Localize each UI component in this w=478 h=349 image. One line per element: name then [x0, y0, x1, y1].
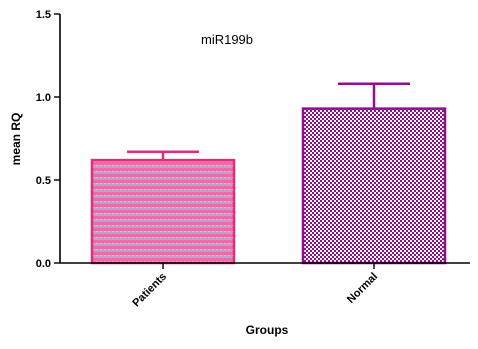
x-tick-label-patients: Patients	[130, 271, 169, 310]
bars-group	[90, 82, 447, 265]
bar-normal	[301, 107, 447, 265]
y-tick-label: 1.5	[36, 9, 51, 21]
y-tick-label: 1.0	[36, 92, 51, 104]
chart-title: miR199b	[201, 32, 253, 47]
x-axis-ticks: Patients Normal	[130, 263, 380, 309]
y-axis-title: mean RQ	[9, 113, 23, 166]
x-tick-label-normal: Normal	[345, 271, 380, 306]
y-tick-label: 0.0	[36, 258, 51, 270]
bar-patients	[90, 158, 236, 265]
y-tick-label: 0.5	[36, 175, 51, 187]
y-axis-ticks: 0.0 0.5 1.0 1.5	[36, 9, 60, 270]
x-axis-title: Groups	[246, 323, 289, 337]
